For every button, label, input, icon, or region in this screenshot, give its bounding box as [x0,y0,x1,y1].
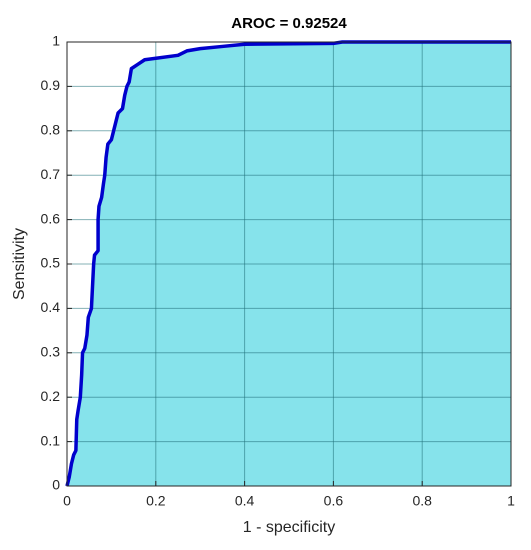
y-tick-label: 0.7 [41,166,61,182]
y-tick-label: 0.1 [41,432,61,448]
roc-line [65,40,511,487]
x-tick-label: 0.4 [235,493,255,509]
x-tick-label: 0.6 [324,493,344,509]
x-tick-label: 1 [507,493,515,509]
chart-title: AROC = 0.92524 [231,15,347,32]
y-tick-label: 0.8 [41,122,61,138]
y-tick-label: 1 [52,33,60,49]
y-tick-label: 0 [52,477,60,493]
x-axis-label: 1 - specificity [243,519,335,536]
x-tick-label: 0.8 [412,493,432,509]
y-axis-label: Sensitivity [11,228,28,300]
y-tick-label: 0.6 [41,210,61,226]
y-tick-label: 0.9 [41,77,61,93]
y-tick-label: 0.3 [41,344,61,360]
y-tick-label: 0.5 [41,255,61,271]
x-tick-label: 0.2 [146,493,166,509]
x-tick-label: 0 [63,493,71,509]
y-tick-label: 0.2 [41,388,61,404]
y-tick-label: 0.4 [41,299,61,315]
